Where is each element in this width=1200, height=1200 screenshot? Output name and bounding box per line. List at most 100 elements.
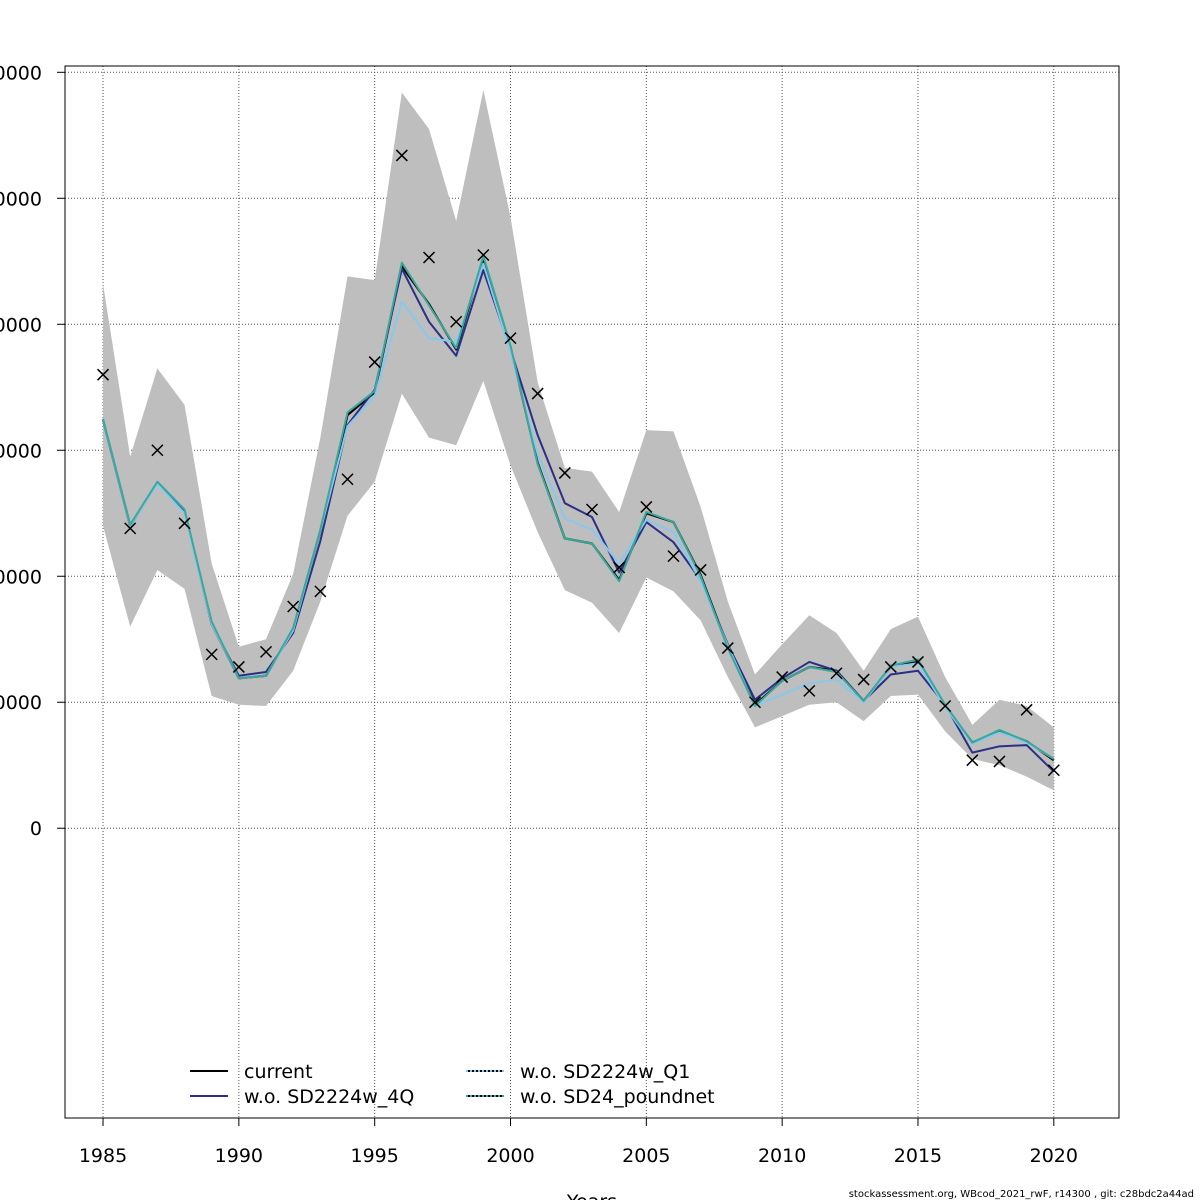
- observation-marker: [1020, 703, 1033, 716]
- marker-stroke: [721, 642, 734, 655]
- observation-marker: [803, 684, 816, 697]
- x-tick-label: 2020: [1030, 1145, 1078, 1167]
- marker-stroke: [504, 332, 517, 345]
- observation-markers: [97, 149, 1060, 777]
- x-tick-label: 1985: [79, 1145, 127, 1167]
- marker-stroke: [287, 600, 300, 613]
- y-tick-label: 30000: [0, 440, 42, 462]
- y-tick-label: 60000: [0, 62, 42, 84]
- marker-stroke: [422, 251, 436, 264]
- marker-stroke: [613, 561, 626, 574]
- x-tick-label: 2010: [758, 1145, 806, 1167]
- observation-marker: [640, 500, 653, 513]
- legend-label: w.o. SD24_poundnet: [520, 1086, 715, 1108]
- grid-lines: [65, 66, 1119, 1118]
- observation-marker: [124, 522, 137, 535]
- observation-marker: [585, 503, 599, 516]
- y-tick-label: 0: [30, 818, 42, 840]
- legend-label: current: [244, 1061, 313, 1083]
- legend-item: w.o. SD2224w_Q1: [466, 1061, 690, 1083]
- x-tick-label: 2000: [486, 1145, 534, 1167]
- observation-marker: [368, 356, 381, 369]
- observation-marker: [97, 368, 110, 381]
- observation-marker: [911, 655, 925, 668]
- observation-marker: [613, 561, 626, 574]
- marker-stroke: [694, 563, 707, 576]
- observation-marker: [694, 563, 707, 576]
- marker-stroke: [97, 368, 110, 381]
- observation-marker: [993, 755, 1006, 768]
- observation-marker: [748, 696, 762, 709]
- marker-stroke: [966, 754, 979, 767]
- observation-marker: [857, 673, 870, 686]
- series-line-3: [102, 255, 1055, 760]
- observation-marker: [884, 660, 897, 673]
- observation-marker: [287, 600, 300, 613]
- marker-stroke: [1020, 703, 1033, 716]
- marker-stroke: [830, 667, 843, 680]
- observation-marker: [776, 671, 789, 684]
- legend-label: w.o. SD2224w_Q1: [520, 1061, 690, 1083]
- observation-marker: [259, 645, 273, 658]
- confidence-band: [103, 89, 1054, 791]
- marker-stroke: [205, 648, 218, 661]
- marker-stroke: [1047, 764, 1060, 777]
- marker-stroke: [776, 671, 789, 684]
- marker-stroke: [884, 660, 897, 673]
- marker-stroke: [640, 500, 653, 513]
- marker-stroke: [259, 645, 273, 658]
- legend-item: current: [190, 1061, 313, 1083]
- marker-stroke: [585, 503, 599, 516]
- y-tick-label: 50000: [0, 188, 42, 210]
- marker-stroke: [993, 755, 1006, 768]
- x-tick-label: 1995: [351, 1145, 399, 1167]
- observation-marker: [966, 754, 979, 767]
- plot-frame: [64, 65, 1120, 1119]
- marker-stroke: [748, 696, 762, 709]
- observation-marker: [477, 248, 490, 262]
- observation-marker: [395, 149, 408, 162]
- marker-stroke: [667, 550, 680, 563]
- x-tick-label: 2005: [622, 1145, 670, 1167]
- observation-marker: [667, 550, 680, 563]
- y-tick-label: 10000: [0, 692, 42, 714]
- footer-note: stockassessment.org, WBcod_2021_rwF, r14…: [849, 1189, 1194, 1200]
- marker-stroke: [151, 444, 164, 457]
- marker-stroke: [803, 684, 816, 697]
- observation-marker: [531, 387, 544, 400]
- marker-stroke: [341, 473, 354, 486]
- x-tick-label: 2015: [894, 1145, 942, 1167]
- legend-item: w.o. SD24_poundnet: [466, 1086, 715, 1108]
- x-axis-title: Years: [566, 1191, 617, 1200]
- x-axis: 1985 1990 1995 2000 2005 2010 2015 2020: [79, 1118, 1078, 1167]
- marker-stroke: [124, 522, 137, 535]
- marker-stroke: [939, 699, 952, 713]
- series-line-1: [102, 267, 1055, 773]
- marker-stroke: [531, 387, 544, 400]
- marker-stroke: [178, 517, 191, 530]
- marker-stroke: [558, 466, 571, 479]
- observation-marker: [422, 251, 436, 264]
- marker-stroke: [477, 248, 490, 262]
- observation-marker: [178, 517, 191, 530]
- marker-stroke: [450, 315, 463, 328]
- confidence-band-area: [103, 89, 1054, 791]
- observation-marker: [1047, 764, 1060, 777]
- observation-marker: [151, 444, 164, 457]
- marker-stroke: [314, 585, 327, 598]
- observation-marker: [314, 585, 327, 598]
- observation-marker: [504, 332, 517, 345]
- legend: current w.o. SD2224w_4Q w.o. SD2224w_Q1 w.o…: [190, 1061, 715, 1108]
- legend-item: w.o. SD2224w_4Q: [190, 1086, 414, 1108]
- observation-marker: [721, 642, 734, 655]
- marker-stroke: [232, 660, 245, 673]
- observation-marker: [205, 648, 218, 661]
- observation-marker: [830, 667, 843, 680]
- observation-marker: [450, 315, 463, 328]
- observation-marker: [232, 660, 245, 673]
- x-tick-label: 1990: [215, 1145, 263, 1167]
- observation-marker: [558, 466, 571, 479]
